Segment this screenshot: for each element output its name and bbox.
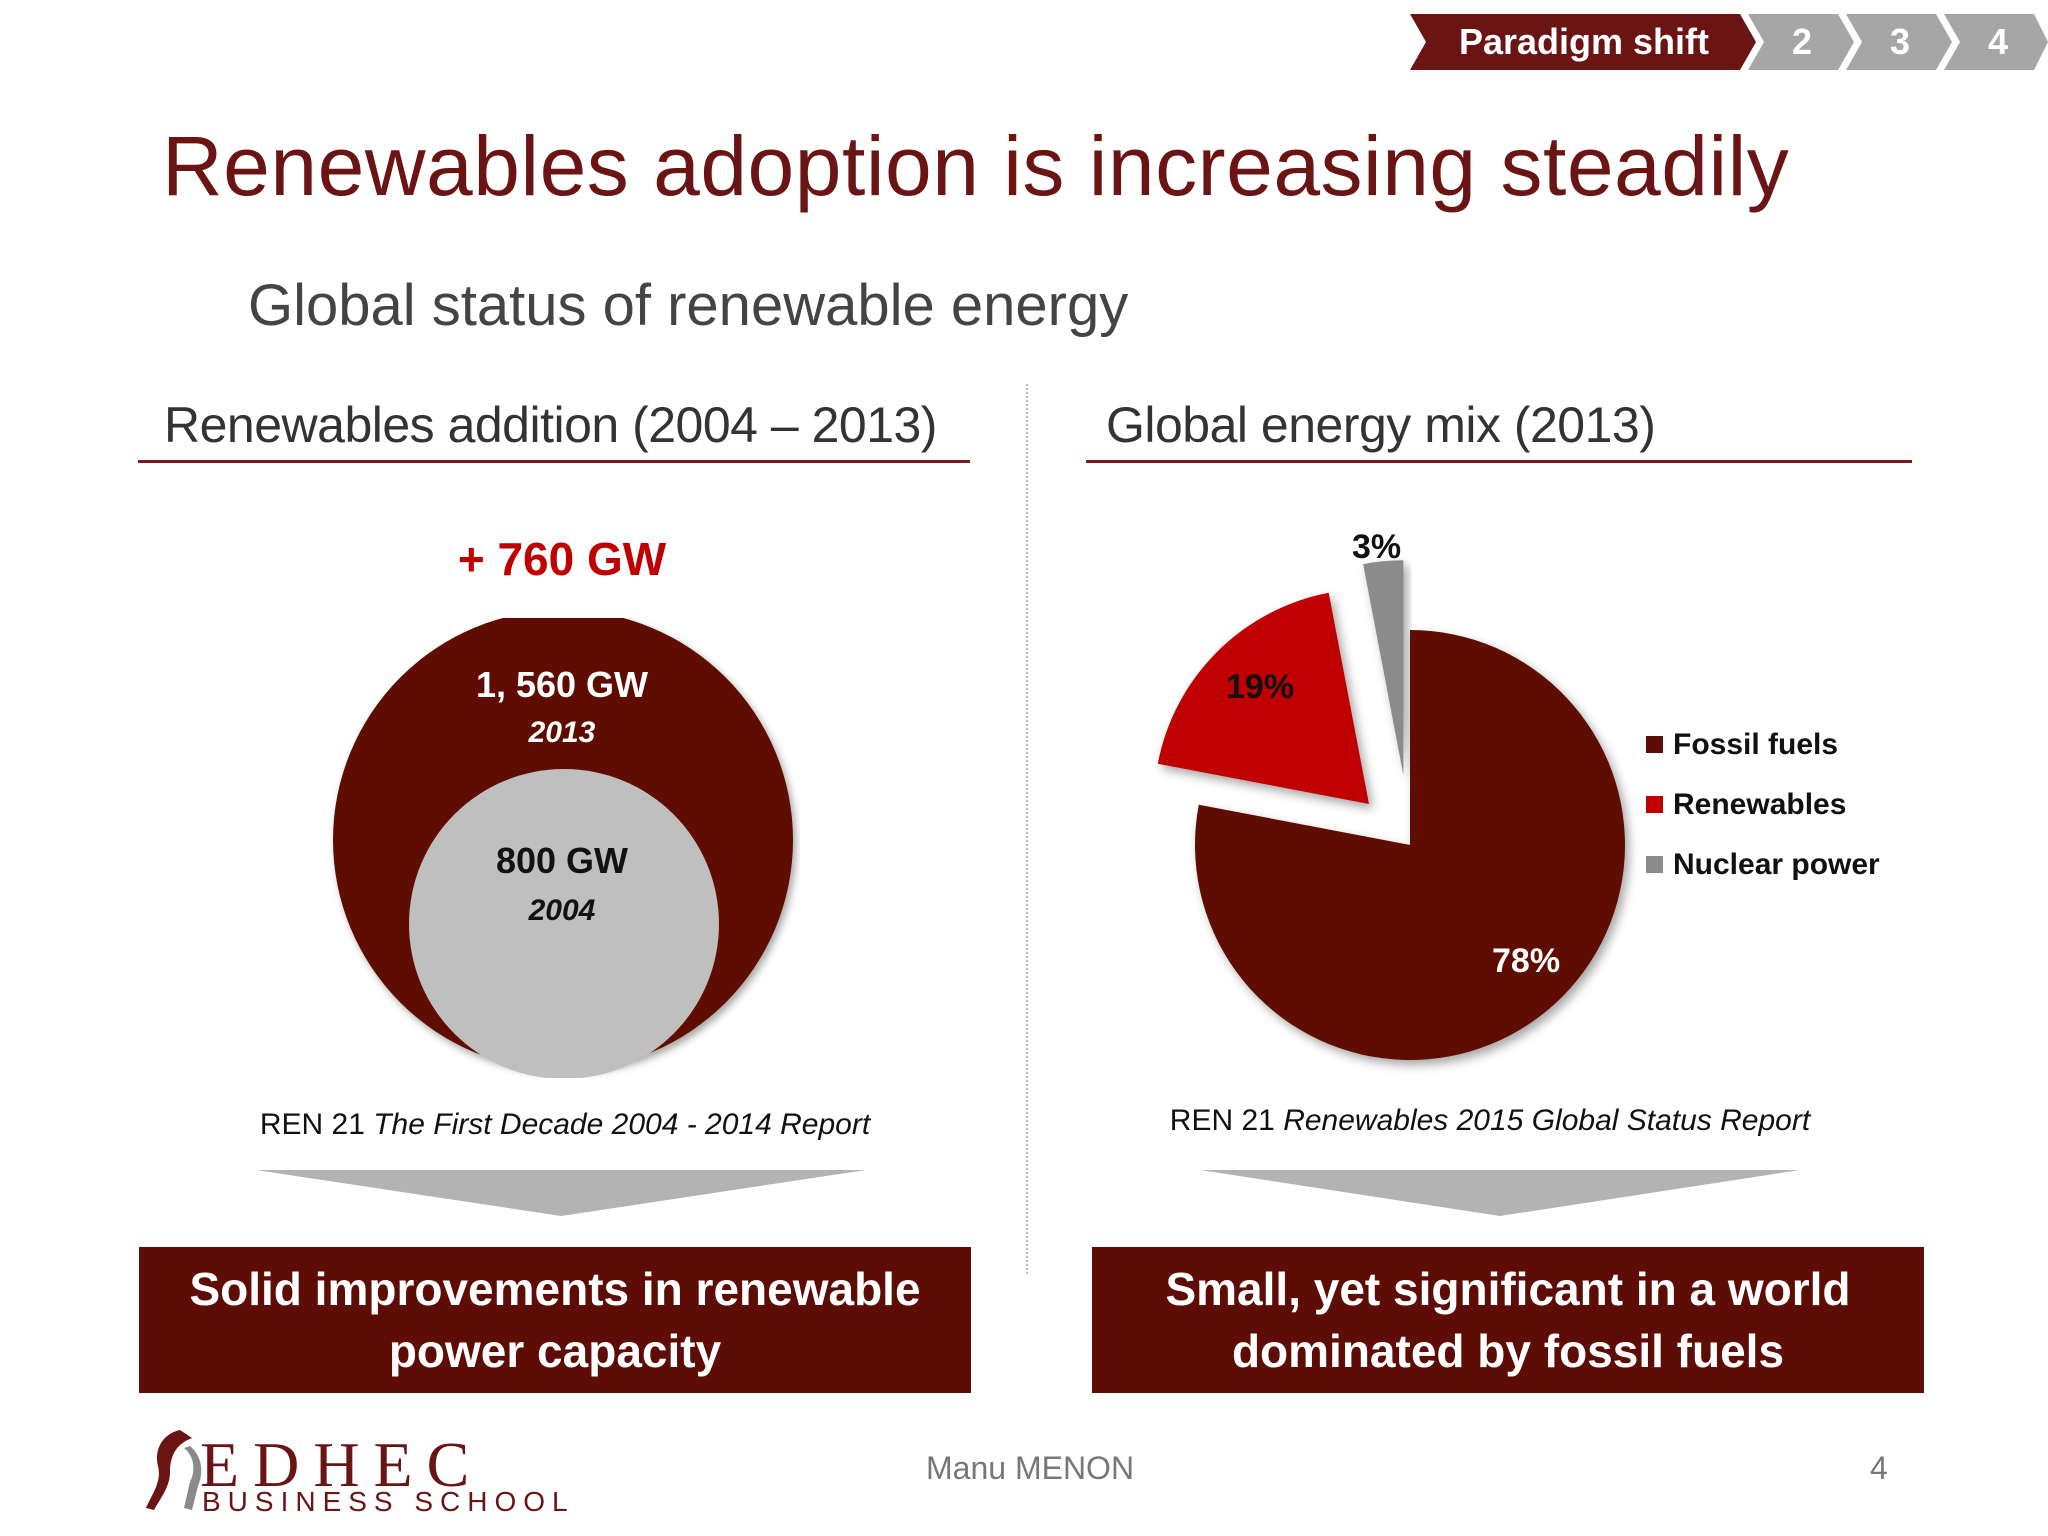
crumb-step-3-label[interactable]: 3 [1889, 21, 1911, 62]
logo-figure-icon [146, 1430, 202, 1510]
crumb-step-3-shape[interactable] [1846, 14, 1952, 70]
breadcrumb-chevrons [1410, 14, 2048, 70]
right-section-heading: Global energy mix (2013) [1106, 397, 1656, 453]
outer-circle-year: 2013 [528, 716, 596, 749]
right-callout: Small, yet significant in a world domina… [1092, 1247, 1924, 1393]
left-source: REN 21 The First Decade 2004 - 2014 Repo… [200, 1108, 930, 1142]
legend-label-fossil: Fossil fuels [1673, 728, 1839, 761]
inner-circle-year: 2004 [528, 894, 596, 927]
legend-swatch-renewables [1646, 795, 1663, 813]
logo-main-text: EDHEC [200, 1429, 484, 1500]
pie-legend: Fossil fuels Renewables Nuclear power [1646, 728, 1880, 908]
right-source-prefix: REN 21 [1169, 1104, 1284, 1137]
right-down-arrow [1200, 1170, 1800, 1216]
legend-label-nuclear: Nuclear power [1673, 848, 1880, 881]
logo-sub-text: BUSINESS SCHOOL [202, 1486, 575, 1517]
page-number: 4 [1870, 1450, 1888, 1486]
legend-item-nuclear: Nuclear power [1646, 848, 1880, 908]
legend-item-renewables: Renewables [1646, 788, 1880, 848]
page-subtitle: Global status of renewable energy [248, 273, 1129, 338]
pie-label-fossil: 78% [1492, 942, 1561, 980]
column-divider [1026, 384, 1028, 1274]
left-source-prefix: REN 21 [259, 1108, 374, 1141]
pie-label-renewables: 19% [1226, 668, 1295, 706]
legend-swatch-fossil [1646, 735, 1663, 753]
right-section-underline [1086, 460, 1912, 463]
legend-item-fossil: Fossil fuels [1646, 728, 1880, 788]
edhec-logo [140, 1424, 210, 1519]
crumb-step-4-label[interactable]: 4 [1987, 21, 2009, 62]
right-source-title: Renewables 2015 Global Status Report [1283, 1104, 1811, 1137]
left-section-heading: Renewables addition (2004 – 2013) [164, 397, 937, 453]
pie-slice-renewables [1157, 592, 1369, 804]
pie-slice-fossil [1195, 630, 1625, 1060]
inner-circle-2004 [409, 769, 719, 1078]
crumb-step-1-shape[interactable] [1410, 14, 1756, 70]
presenter-name: Manu MENON [926, 1450, 1135, 1486]
left-down-arrow [256, 1170, 866, 1216]
inner-circle-value: 800 GW [495, 840, 629, 881]
right-source: REN 21 Renewables 2015 Global Status Rep… [1110, 1104, 1870, 1138]
legend-swatch-nuclear [1646, 855, 1663, 873]
outer-circle-value: 1, 560 GW [475, 664, 649, 705]
crumb-step-2-shape[interactable] [1748, 14, 1854, 70]
legend-label-renewables: Renewables [1673, 788, 1847, 821]
crumb-step-2-label[interactable]: 2 [1791, 21, 1813, 62]
energy-mix-pie-chart [1157, 560, 1625, 1060]
capacity-circles [333, 618, 793, 1078]
pie-label-nuclear: 3% [1352, 528, 1402, 566]
left-callout: Solid improvements in renewable power ca… [139, 1247, 971, 1393]
breadcrumb: Paradigm shift 2 3 4 [0, 0, 2048, 80]
left-source-title: The First Decade 2004 - 2014 Report [373, 1108, 871, 1141]
capacity-added-label: + 760 GW [457, 533, 667, 585]
pie-slice-nuclear [1363, 560, 1404, 776]
page-title: Renewables adoption is increasing steadi… [162, 119, 1790, 213]
crumb-step-1-label[interactable]: Paradigm shift [1458, 21, 1710, 62]
crumb-step-4-shape[interactable] [1944, 14, 2048, 70]
left-section-underline [138, 460, 970, 463]
